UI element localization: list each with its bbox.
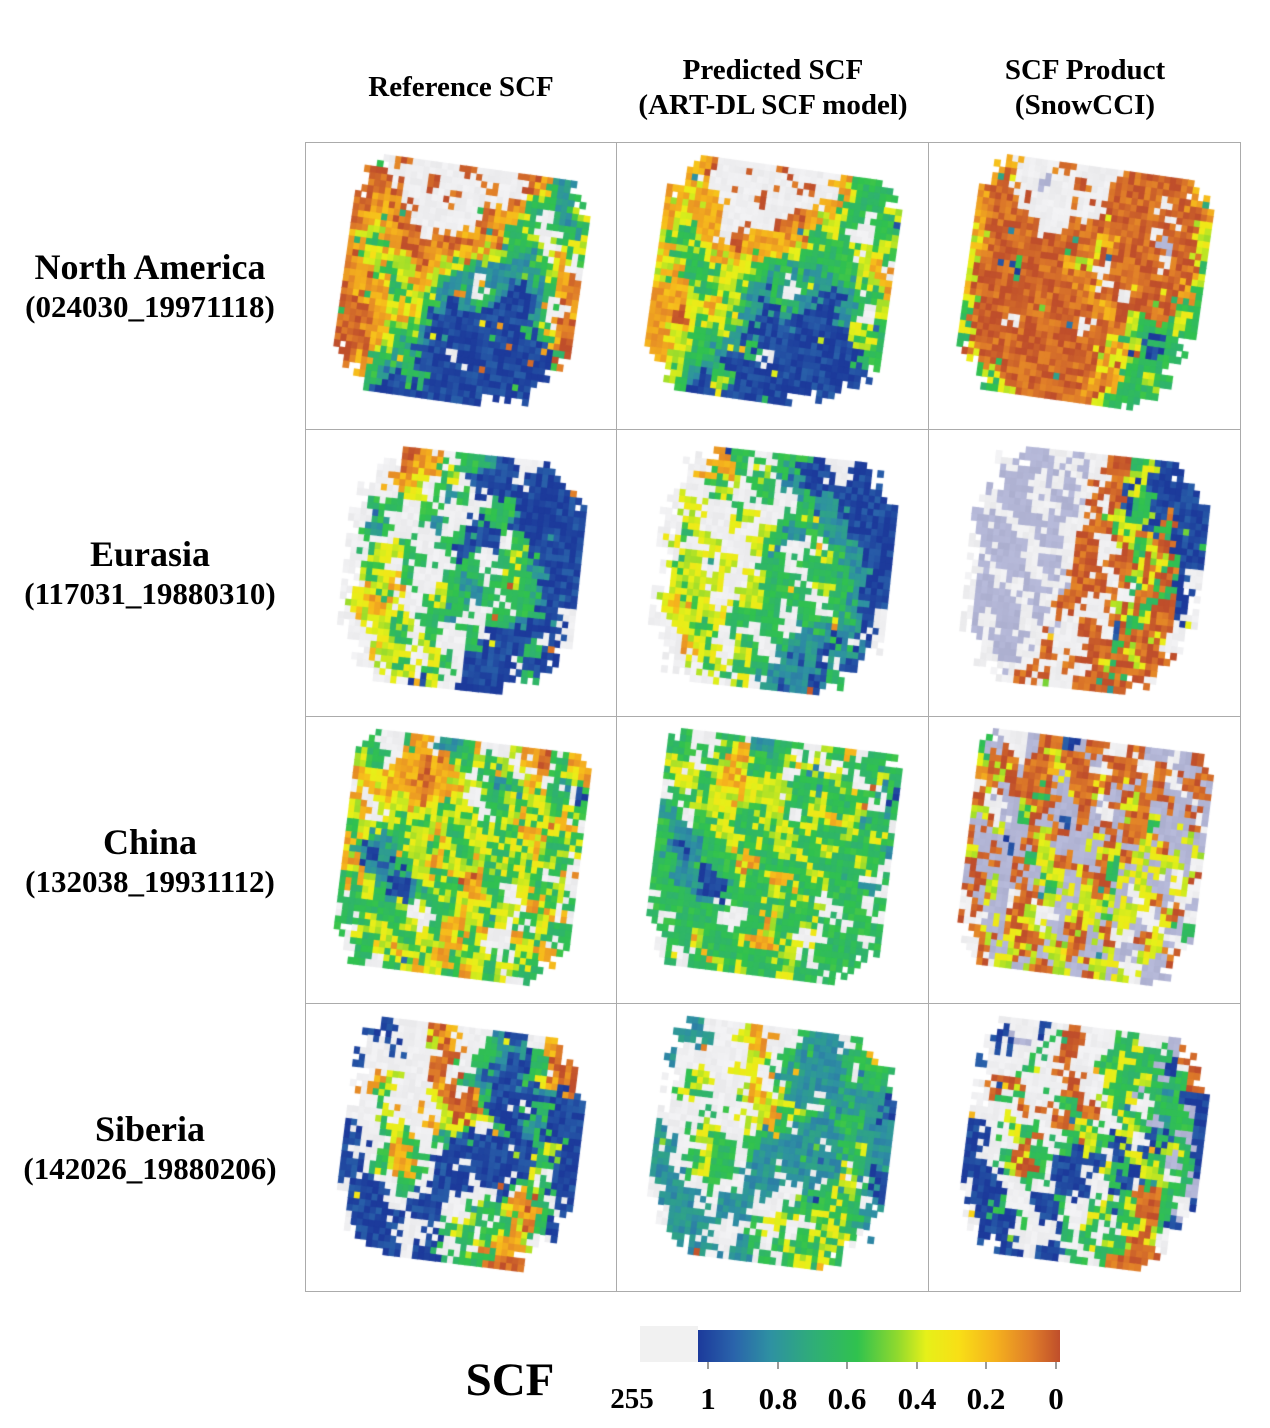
scene-id: (024030_19971118) bbox=[25, 289, 275, 325]
colorbar-tick-label: 0.2 bbox=[966, 1381, 1006, 1416]
panel-cell bbox=[617, 430, 929, 717]
map-eurasia-reference bbox=[306, 430, 617, 716]
row-label-north-america: North America (024030_19971118) bbox=[0, 230, 300, 342]
colorbar-tick-label: 0.6 bbox=[827, 1381, 867, 1416]
colorbar-tick-label: 0.4 bbox=[897, 1381, 937, 1416]
row-label-siberia: Siberia (142026_19880206) bbox=[0, 1092, 300, 1204]
panel-cell bbox=[306, 430, 618, 717]
map-north-america-predicted bbox=[617, 143, 928, 429]
colorbar-tick-label: 1 bbox=[700, 1381, 716, 1416]
map-china-reference bbox=[306, 717, 617, 1003]
panel-cell bbox=[617, 143, 929, 430]
map-eurasia-predicted bbox=[617, 430, 928, 716]
row-label-china: China (132038_19931112) bbox=[0, 805, 300, 917]
column-header-product: SCF Product (SnowCCI) bbox=[929, 36, 1241, 140]
panel-cell bbox=[617, 717, 929, 1004]
panel-cell bbox=[928, 717, 1240, 1004]
map-north-america-reference bbox=[306, 143, 617, 429]
region-name: Siberia bbox=[94, 1108, 205, 1149]
region-name: North America bbox=[34, 246, 266, 287]
colorbar-tick bbox=[1055, 1362, 1057, 1369]
column-header-line2: (SnowCCI) bbox=[1014, 89, 1156, 121]
colorbar-tick-label: 0.8 bbox=[758, 1381, 798, 1416]
colorbar-tick bbox=[846, 1362, 848, 1369]
map-siberia-reference bbox=[306, 1004, 617, 1291]
panel-cell bbox=[617, 1004, 929, 1291]
column-header-predicted: Predicted SCF (ART-DL SCF model) bbox=[617, 36, 929, 140]
scene-id: (117031_19880310) bbox=[24, 576, 276, 612]
column-header-reference: Reference SCF bbox=[305, 36, 617, 140]
scene-id: (142026_19880206) bbox=[23, 1151, 277, 1187]
map-north-america-snowcci bbox=[928, 143, 1240, 429]
legend-colorbar bbox=[698, 1330, 1060, 1362]
column-header-line1: SCF Product bbox=[1004, 53, 1166, 86]
panel-cell bbox=[306, 717, 618, 1004]
column-header-line1: Reference SCF bbox=[368, 71, 554, 104]
row-label-eurasia: Eurasia (117031_19880310) bbox=[0, 517, 300, 629]
map-china-predicted bbox=[617, 717, 928, 1003]
panel-cell bbox=[306, 143, 618, 430]
panel-cell bbox=[306, 1004, 618, 1291]
map-siberia-predicted bbox=[617, 1004, 928, 1291]
panel-cell bbox=[928, 430, 1240, 717]
panel-grid bbox=[305, 142, 1241, 1292]
region-name: China bbox=[102, 821, 198, 862]
colorbar-tick bbox=[777, 1362, 779, 1369]
map-china-snowcci bbox=[928, 717, 1240, 1003]
panel-cell bbox=[928, 143, 1240, 430]
column-header-line1: Predicted SCF bbox=[682, 53, 864, 86]
scene-id: (132038_19931112) bbox=[25, 864, 275, 900]
legend-nodata-swatch bbox=[640, 1326, 698, 1362]
legend-nodata-label: 255 bbox=[610, 1383, 654, 1415]
map-siberia-snowcci bbox=[928, 1004, 1240, 1291]
map-eurasia-snowcci bbox=[928, 430, 1240, 716]
column-header-line2: (ART-DL SCF model) bbox=[638, 89, 908, 121]
colorbar-tick bbox=[707, 1362, 709, 1369]
colorbar-tick bbox=[985, 1362, 987, 1369]
legend-title: SCF bbox=[465, 1354, 555, 1406]
colorbar-tick bbox=[916, 1362, 918, 1369]
colorbar-tick-label: 0 bbox=[1048, 1381, 1064, 1416]
region-name: Eurasia bbox=[89, 533, 211, 574]
panel-cell bbox=[928, 1004, 1240, 1291]
